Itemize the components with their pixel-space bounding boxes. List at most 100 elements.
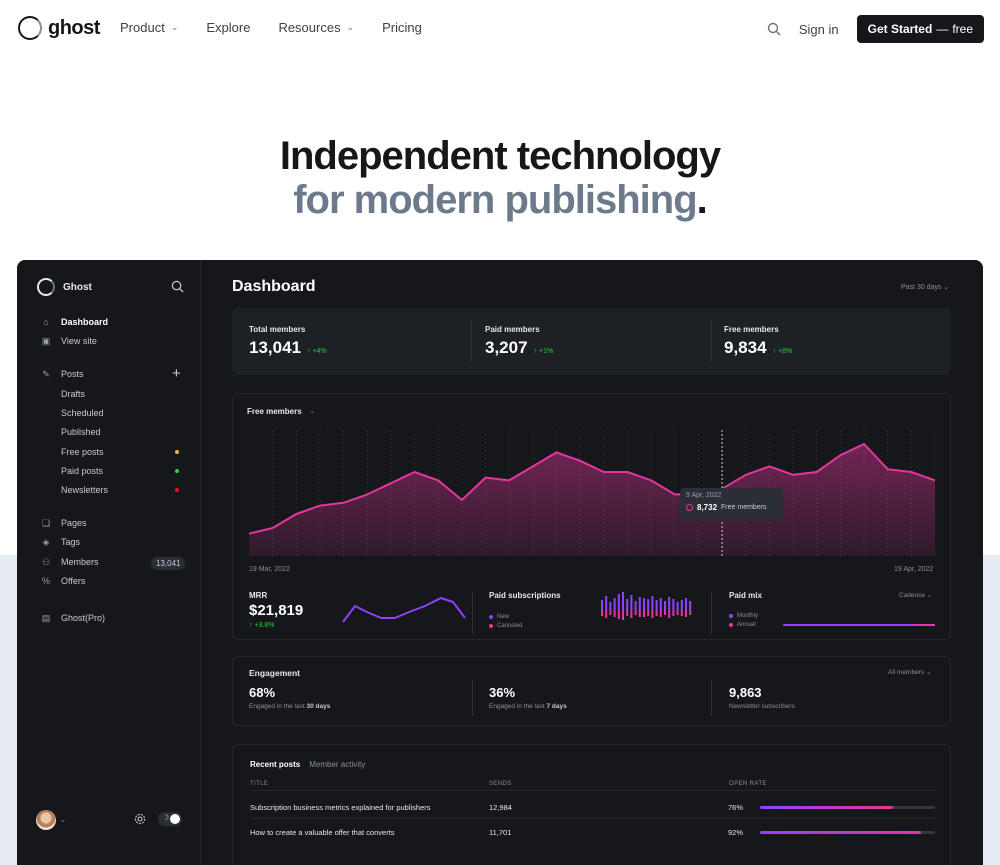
post-title[interactable]: How to create a valuable offer that conv… <box>250 828 395 837</box>
cta-main-label: Get Started <box>867 22 933 36</box>
caption-text: Engaged in the last <box>249 703 307 710</box>
sidebar-item-members[interactable]: ⚇ Members <box>41 556 99 568</box>
chart-metric-selector[interactable]: Free members ⌄ <box>247 407 315 416</box>
search-icon[interactable] <box>171 280 184 293</box>
members-filter[interactable]: All members ⌄ <box>888 668 931 676</box>
edit-icon: ✎ <box>42 368 50 379</box>
sidebar-item-pages[interactable]: ❏ Pages <box>41 518 87 529</box>
home-icon: ⌂ <box>43 317 49 327</box>
hero-period: . <box>696 178 708 222</box>
sidebar-item-paid-posts[interactable]: Paid posts <box>61 466 104 476</box>
kpi-free-members: Free members 9,834 ↑ +8% <box>724 325 792 358</box>
sidebar-item-posts[interactable]: ✎ Posts <box>41 368 84 380</box>
nav-explore[interactable]: Explore <box>206 20 250 35</box>
kpi-delta-value: +4% <box>312 348 327 355</box>
ghost-logo-icon <box>37 278 55 296</box>
period-selector[interactable]: Past 30 days ⌄ <box>901 283 949 291</box>
x-axis-end-label: 19 Apr, 2022 <box>894 566 934 573</box>
new-subs-bar <box>647 599 650 610</box>
sidebar-item-scheduled[interactable]: Scheduled <box>61 408 104 418</box>
canceled-subs-bar <box>609 610 612 615</box>
sidebar-item-drafts[interactable]: Drafts <box>61 389 86 399</box>
sidebar-item-label: Posts <box>61 369 84 379</box>
new-subs-bar <box>626 599 629 610</box>
sidebar-item-offers[interactable]: % Offers <box>41 576 85 586</box>
kpi-delta-value: +8% <box>778 348 793 355</box>
paid-mix-label: Paid mix <box>729 591 762 600</box>
filter-label: All members <box>888 669 925 676</box>
sidebar-brand[interactable]: Ghost <box>37 278 92 296</box>
sidebar-item-newsletters[interactable]: Newsletters <box>61 485 109 495</box>
recent-tabs: Recent posts Member activity <box>250 760 365 769</box>
chevron-down-icon[interactable]: ⌄ <box>60 817 66 824</box>
nav-resources[interactable]: Resources ⌄ <box>278 20 354 35</box>
new-subs-bar <box>617 594 620 610</box>
cadence-selector[interactable]: Cadence ⌄ <box>899 591 932 599</box>
sidebar-brand-name: Ghost <box>63 281 92 293</box>
new-subs-bar <box>659 598 662 610</box>
new-subs-bar <box>613 598 616 610</box>
kpi-paid-members: Paid members 3,207 ↑ +1% <box>485 325 553 358</box>
tab-member-activity[interactable]: Member activity <box>309 760 366 769</box>
chevron-down-icon: ⌄ <box>170 22 179 32</box>
members-area-chart[interactable] <box>249 430 935 556</box>
sidebar-item-tags[interactable]: ◈ Tags <box>41 537 81 548</box>
sign-in-link[interactable]: Sign in <box>798 21 839 37</box>
add-post-icon[interactable]: + <box>172 365 181 382</box>
legend-label: New <box>497 614 510 620</box>
search-icon[interactable] <box>767 22 781 36</box>
post-title[interactable]: Subscription business metrics explained … <box>250 803 431 812</box>
paid-subscriptions-label: Paid subscriptions <box>489 591 561 600</box>
period-label: Past 30 days <box>901 284 942 291</box>
nav-resources-label: Resources <box>278 20 341 35</box>
open-rate-fill <box>760 806 893 809</box>
paid-posts-dot <box>175 469 179 473</box>
newsletter-subscribers-value: 9,863 <box>729 685 762 700</box>
column-header-title: TITLE <box>250 781 269 787</box>
new-subs-bar <box>601 600 603 610</box>
sidebar-item-published[interactable]: Published <box>61 427 101 437</box>
divider <box>711 680 712 716</box>
canceled-subs-bar <box>605 610 608 618</box>
ghost-logo-icon <box>18 16 42 40</box>
tooltip-label: Free members <box>721 504 767 511</box>
canceled-subs-bar <box>651 610 654 618</box>
nav-right: Sign in Get Started — free <box>767 15 984 43</box>
canceled-subs-bar <box>643 610 645 617</box>
moon-icon: ☽ <box>162 813 170 822</box>
cta-free-label: free <box>952 22 973 36</box>
get-started-button[interactable]: Get Started — free <box>856 15 984 43</box>
nav-pricing[interactable]: Pricing <box>382 20 422 35</box>
x-axis-start-label: 19 Mar, 2022 <box>249 566 290 573</box>
sidebar-item-dashboard[interactable]: ⌂ Dashboard <box>41 317 108 327</box>
members-icon: ⚇ <box>41 556 51 567</box>
canceled-subs-bar <box>613 610 616 617</box>
caption-text: Engaged in the last <box>489 703 547 710</box>
legend-swatch <box>489 615 493 619</box>
paid-mix-bar <box>783 624 935 626</box>
nav-product[interactable]: Product ⌄ <box>120 20 178 35</box>
chevron-down-icon: ⌄ <box>943 284 950 291</box>
divider <box>250 790 936 791</box>
members-chart-card <box>232 393 951 640</box>
series-marker-icon <box>686 504 693 511</box>
avatar[interactable] <box>36 810 56 830</box>
sidebar-item-label: Offers <box>61 576 86 586</box>
sidebar-item-ghost-pro[interactable]: ▤ Ghost(Pro) <box>41 613 105 624</box>
tooltip-value-row: 8,732 Free members <box>686 503 767 512</box>
mrr-value: $21,819 <box>249 602 304 619</box>
tab-recent-posts[interactable]: Recent posts <box>250 760 301 769</box>
ghost-logo[interactable]: ghost <box>18 16 100 40</box>
sidebar-item-view-site[interactable]: ▣ View site <box>41 336 97 347</box>
divider <box>472 680 473 716</box>
gear-icon[interactable] <box>134 813 146 825</box>
caption-bold: 7 days <box>546 703 567 710</box>
sidebar-item-label: Tags <box>61 537 81 547</box>
new-subs-bar <box>651 596 654 610</box>
theme-toggle[interactable]: ☽ <box>158 812 182 826</box>
hero-line-1: Independent technology <box>279 134 721 178</box>
engagement-card <box>232 656 951 726</box>
canceled-subs-bar <box>676 610 679 615</box>
kpi-value-row: 9,834 ↑ +8% <box>724 338 792 358</box>
sidebar-item-free-posts[interactable]: Free posts <box>61 447 104 457</box>
